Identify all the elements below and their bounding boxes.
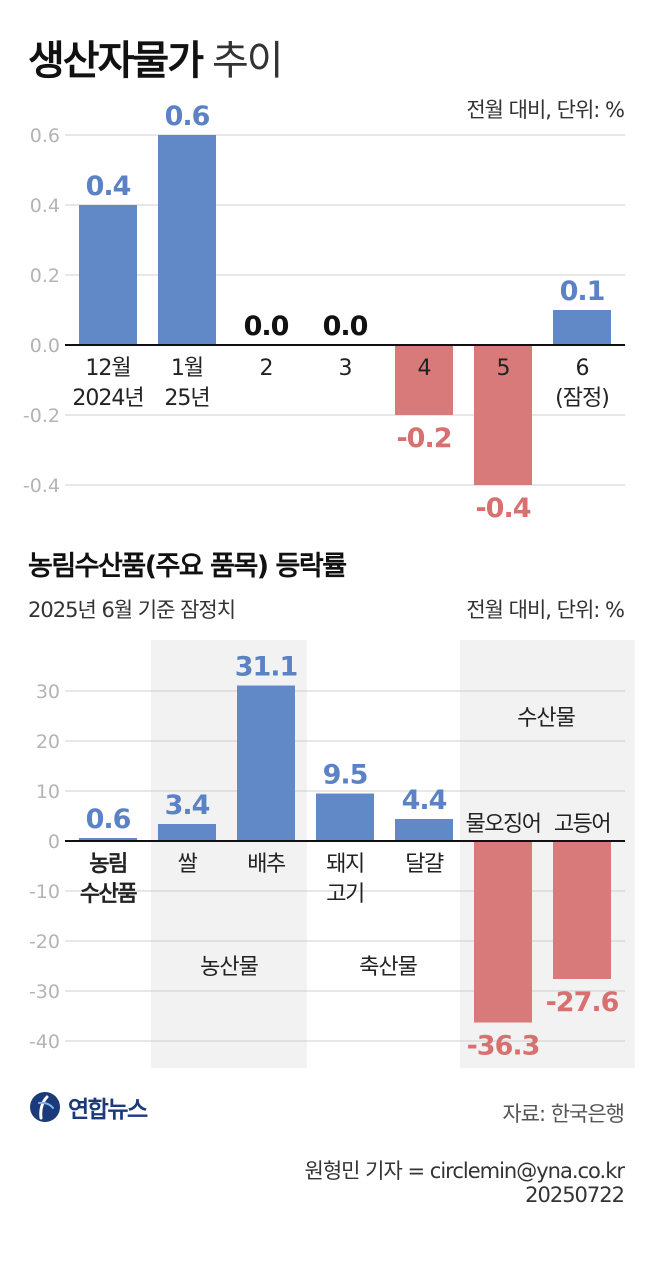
chart2-x-label-line2: 고기 (326, 882, 363, 907)
chart1-bar (474, 345, 532, 485)
chart2-y-tick: 30 (36, 681, 60, 703)
chart1-bar (553, 310, 611, 345)
yonhap-logo-icon (30, 1092, 60, 1122)
chart2-group-label: 축산물 (359, 955, 417, 980)
chart2-y-tick: 0 (48, 831, 60, 853)
chart2-value-label: -27.6 (546, 987, 619, 1018)
chart2-value-label: -36.3 (467, 1031, 540, 1062)
chart1-value-label: 0.0 (244, 311, 289, 342)
title-sub: 추이 (212, 38, 284, 84)
chart2-agri-products: 30 20 10 0 -10 -20 -30 -40 0.6 농림수산품 3.4 쌀 31.1 배추 9.5… (29, 640, 635, 1068)
chart2-y-tick: -20 (29, 931, 60, 953)
chart2-bar (474, 841, 532, 1023)
yonhap-logo: 연합뉴스 (28, 1085, 148, 1129)
chart1-value-label: -0.2 (396, 423, 451, 454)
chart1-bar (79, 205, 137, 345)
chart2-value-label: 3.4 (165, 790, 210, 821)
chart1-x-label-line2: 2024년 (72, 386, 143, 411)
chart2-x-label: 배추 (247, 852, 286, 877)
chart1-bar (395, 345, 453, 415)
chart1-x-label-line2: (잠정) (555, 386, 609, 411)
chart2-unit-label: 전월 대비, 단위: % (466, 598, 625, 622)
chart2-bar (158, 824, 216, 841)
title-main: 생산자물가 (28, 38, 204, 84)
chart2-value-label: 4.4 (402, 785, 447, 816)
chart1-y-tick: 0.2 (30, 265, 60, 287)
chart2-x-label: 달걀 (405, 852, 444, 877)
chart1-unit-label: 전월 대비, 단위: % (466, 98, 625, 122)
chart2-value-label: 9.5 (323, 760, 368, 791)
chart2-x-label: 농림 (89, 852, 126, 877)
chart1-y-tick: 0.6 (30, 125, 60, 147)
page-title: 생산자물가 추이 (28, 28, 284, 86)
credit-reporter: 원형민 기자 = circlemin@yna.co.kr (304, 1159, 625, 1183)
chart2-title: 농림수산품(주요 품목) 등락률 (28, 551, 347, 582)
source-note: 자료: 한국은행 (502, 1102, 625, 1126)
chart2-group-label: 수산물 (517, 706, 575, 731)
chart2-bar (395, 819, 453, 841)
chart1-x-label: 4 (418, 356, 431, 381)
chart1-x-label: 2 (260, 356, 273, 381)
chart1-y-tick: 0.0 (30, 335, 60, 357)
chart2-x-label: 쌀 (178, 852, 198, 877)
chart1-ppi-trend: 0.6 0.4 0.2 0.0 -0.2 -0.4 0.4 12월 2024년 0.6 1월 25년 0… (23, 101, 625, 524)
chart2-x-label-line2: 수산품 (80, 882, 137, 907)
chart2-subtitle: 2025년 6월 기준 잠정치 (28, 598, 236, 622)
chart1-value-label: 0.4 (86, 171, 131, 202)
chart2-x-label: 물오징어 (466, 812, 541, 837)
chart2-group-label: 농산물 (200, 955, 258, 980)
chart1-y-tick: -0.4 (23, 475, 60, 497)
chart2-bar (237, 685, 295, 841)
chart2-value-label: 31.1 (235, 652, 298, 683)
chart2-y-tick: -10 (29, 881, 60, 903)
chart2-y-tick: -30 (29, 981, 60, 1003)
chart2-bar (553, 841, 611, 979)
chart2-bar (79, 838, 137, 841)
chart2-bar (316, 793, 374, 841)
chart2-x-label: 돼지 (326, 852, 363, 877)
yonhap-logo-text: 연합뉴스 (68, 1097, 148, 1123)
chart1-value-label: 0.1 (560, 276, 605, 307)
chart1-bar (158, 135, 216, 345)
chart1-x-label: 3 (339, 356, 352, 381)
credit-date: 20250722 (525, 1183, 625, 1207)
chart1-y-tick: -0.2 (23, 405, 60, 427)
chart1-value-label: 0.0 (323, 311, 368, 342)
chart1-x-label-line2: 25년 (164, 386, 209, 411)
chart2-x-label: 고등어 (554, 812, 610, 837)
chart2-value-label: 0.6 (86, 804, 131, 835)
chart2-y-tick: 10 (36, 781, 60, 803)
chart2-y-tick: -40 (29, 1031, 60, 1053)
chart1-y-tick: 0.4 (30, 195, 60, 217)
chart1-x-label: 5 (497, 356, 510, 381)
chart1-value-label: 0.6 (165, 101, 210, 132)
chart2-y-tick: 20 (36, 731, 60, 753)
chart1-value-label: -0.4 (475, 493, 530, 524)
chart1-x-label: 12월 (85, 356, 130, 381)
chart1-x-label: 6 (576, 356, 589, 381)
chart1-x-label: 1월 (171, 356, 203, 381)
